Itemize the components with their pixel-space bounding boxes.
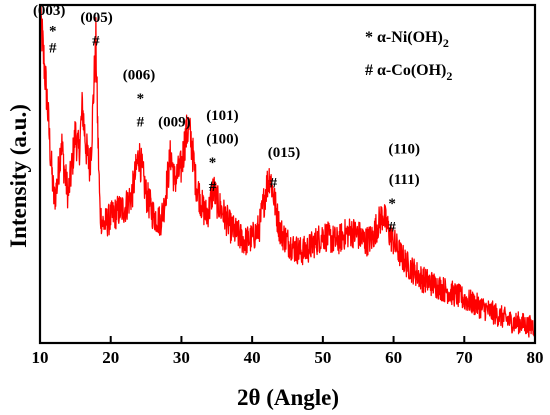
annotation-5: (006) [123,67,156,83]
annotation-11: * [209,155,217,171]
x-tick-label-50: 50 [314,348,331,367]
annotation-17: * [388,196,396,212]
annotation-1: * [49,23,57,39]
y-axis-label: Intensity (a.u.) [6,104,31,248]
annotation-9: (101) [206,108,239,124]
x-tick-label-20: 20 [102,348,119,367]
annotation-12: # [209,179,217,195]
annotation-10: (100) [206,132,239,148]
x-tick-label-70: 70 [456,348,473,367]
annotation-18: # [388,219,396,235]
plot-frame [38,3,537,345]
x-tick-label-10: 10 [32,348,49,367]
annotation-6: * [137,91,145,107]
annotation-13: (015) [268,145,301,161]
annotation-15: (110) [388,142,420,158]
annotation-4: # [92,34,100,50]
legend: * α-Ni(OH)2 # α-Co(OH)2 [365,29,452,83]
annotation-0: (003) [33,3,66,19]
x-tick-label-80: 80 [527,348,544,367]
x-axis-ticks [39,336,536,343]
annotation-7: # [137,115,145,131]
annotation-8: (009) [158,115,191,131]
annotation-16: (111) [389,172,420,188]
x-tick-label-40: 40 [244,348,261,367]
x-axis-label: 2θ (Angle) [237,385,339,410]
peak-annotations: (003)*#(005)#(006)*# (009) (101)(100)*#(01… [33,3,420,235]
legend-entry-1: # α-Co(OH)2 [365,62,452,83]
legend-entry-0: * α-Ni(OH)2 [365,29,449,50]
annotation-14: # [270,176,278,192]
x-axis-tick-labels: 10 20 30 40 50 60 70 80 [32,348,544,367]
x-tick-label-60: 60 [385,348,402,367]
annotation-3: (005) [80,10,113,26]
x-tick-label-30: 30 [173,348,190,367]
annotation-2: # [49,40,57,56]
series-line [39,6,536,338]
